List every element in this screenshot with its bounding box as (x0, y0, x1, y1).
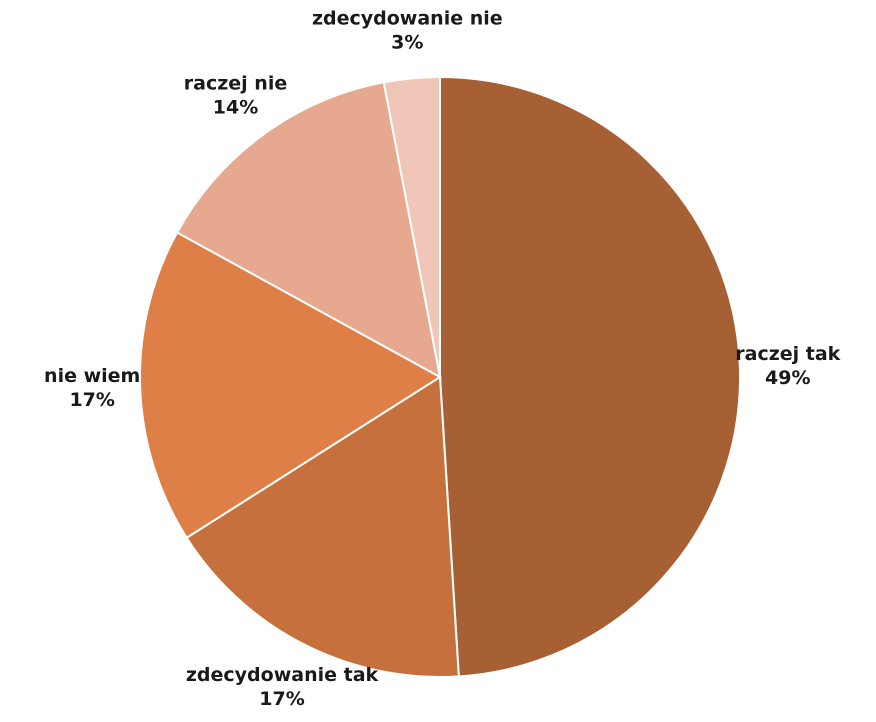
slice-label-value: 17% (259, 688, 304, 710)
pie-slice-nie-wiem (139, 231, 442, 540)
slice-label-zdecydowanie-nie: zdecydowanie nie 3% (312, 8, 503, 54)
pie-slice-raczej-tak (439, 75, 741, 678)
slice-label-zdecydowanie-tak: zdecydowanie tak 17% (186, 664, 379, 710)
slice-label-category: nie wiem (44, 365, 140, 387)
pie-slices (139, 75, 741, 678)
pie-slice-zdecydowanie-tak (185, 375, 460, 678)
slice-label-category: zdecydowanie tak (186, 664, 379, 686)
pie-slice-zdecydowanie-nie (382, 75, 441, 378)
pie-labels: raczej tak 49%zdecydowanie tak 17%nie wiem… (44, 8, 841, 711)
slice-label-raczej-tak: raczej tak 49% (735, 343, 840, 389)
pie-slice-raczej-nie (175, 81, 442, 379)
slice-label-category: raczej nie (184, 73, 287, 95)
slice-label-value: 49% (765, 367, 810, 389)
slice-label-raczej-nie: raczej nie 14% (184, 73, 287, 119)
slice-label-category: zdecydowanie nie (312, 8, 503, 30)
slice-label-value: 14% (213, 97, 258, 119)
slice-label-nie-wiem: nie wiem 17% (44, 365, 140, 411)
slice-label-value: 3% (391, 32, 423, 54)
slice-label-category: raczej tak (735, 343, 840, 365)
slice-label-value: 17% (69, 389, 114, 411)
